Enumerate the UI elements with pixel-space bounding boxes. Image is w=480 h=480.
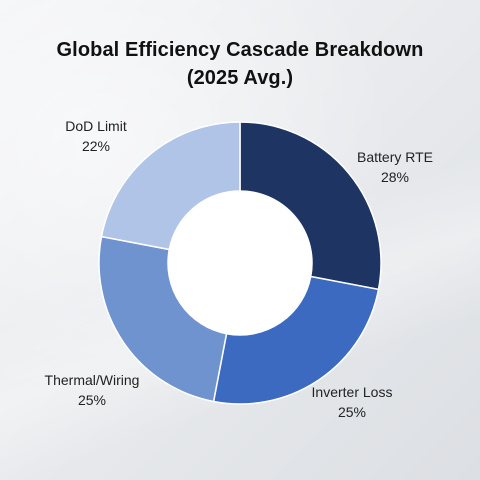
slice-label-thermal-wiring: Thermal/Wiring — [45, 372, 140, 388]
donut-hole — [168, 191, 312, 335]
chart-title-line-1: Global Efficiency Cascade Breakdown — [56, 39, 424, 61]
slice-battery-rte — [239, 121, 382, 291]
slice-inverter-loss — [212, 275, 380, 405]
slice-value-battery-rte: 28% — [381, 169, 409, 185]
slice-label-dod-limit: DoD Limit — [65, 118, 127, 134]
donut-slices — [98, 121, 382, 405]
slice-value-inverter-loss: 25% — [338, 404, 366, 420]
slice-label-inverter-loss: Inverter Loss — [312, 384, 393, 400]
slice-value-thermal-wiring: 25% — [78, 392, 106, 408]
slice-labels: Battery RTE 28% Inverter Loss 25% Thermal/Wi… — [45, 118, 433, 420]
slice-thermal-wiring — [98, 235, 228, 403]
slice-label-battery-rte: Battery RTE — [357, 149, 433, 165]
chart-title: Global Efficiency Cascade Breakdown (202… — [0, 36, 480, 92]
slice-dod-limit — [100, 121, 241, 251]
chart-title-line-2: (2025 Avg.) — [186, 67, 294, 89]
slice-value-dod-limit: 22% — [82, 138, 110, 154]
